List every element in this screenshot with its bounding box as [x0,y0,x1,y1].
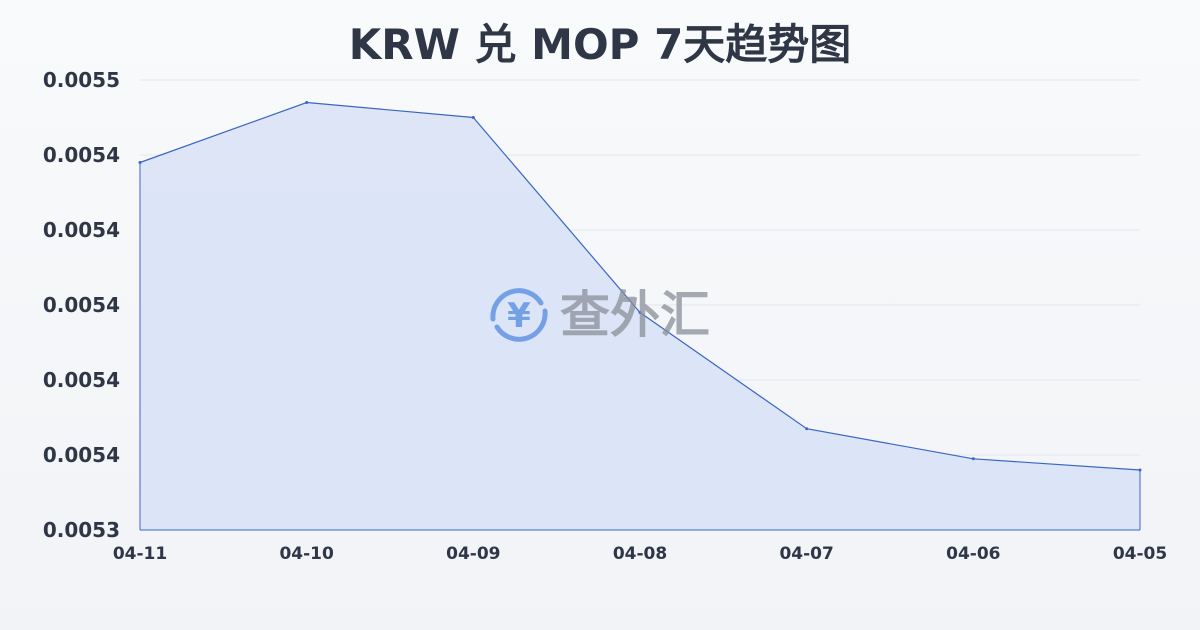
watermark: ¥ 查外汇 [490,286,710,344]
x-tick-label: 04-06 [946,544,1000,564]
data-point [1138,468,1142,472]
y-tick-label: 0.0054 [43,143,120,167]
y-tick-label: 0.0054 [43,368,120,392]
data-point [471,116,475,119]
data-point [138,161,142,164]
area-layer [138,101,1142,531]
x-tick-label: 04-07 [779,544,833,564]
x-tick-label: 04-08 [613,544,667,564]
axis-layer: 0.0053 0.0054 0.0054 0.0054 0.0054 0.0054 0.00… [43,68,1167,564]
data-point [805,427,809,431]
y-tick-label: 0.0054 [43,293,120,317]
x-tick-label: 04-11 [113,544,167,564]
yen-exchange-icon: ¥ [490,288,548,342]
chart-title: KRW 兑 MOP 7天趋势图 [348,20,852,69]
y-tick-label: 0.0055 [43,68,120,92]
data-point [971,457,975,461]
data-point [638,311,642,314]
y-tick-label: 0.0054 [43,443,120,467]
yen-glyph: ¥ [507,296,531,336]
y-tick-label: 0.0054 [43,218,120,242]
y-tick-label: 0.0053 [43,518,120,542]
series-area [140,102,1140,530]
x-tick-label: 04-10 [279,544,334,564]
data-point [305,101,309,104]
x-tick-label: 04-05 [1113,544,1167,564]
watermark-text: 查外汇 [560,286,710,344]
x-tick-label: 04-09 [446,544,500,564]
